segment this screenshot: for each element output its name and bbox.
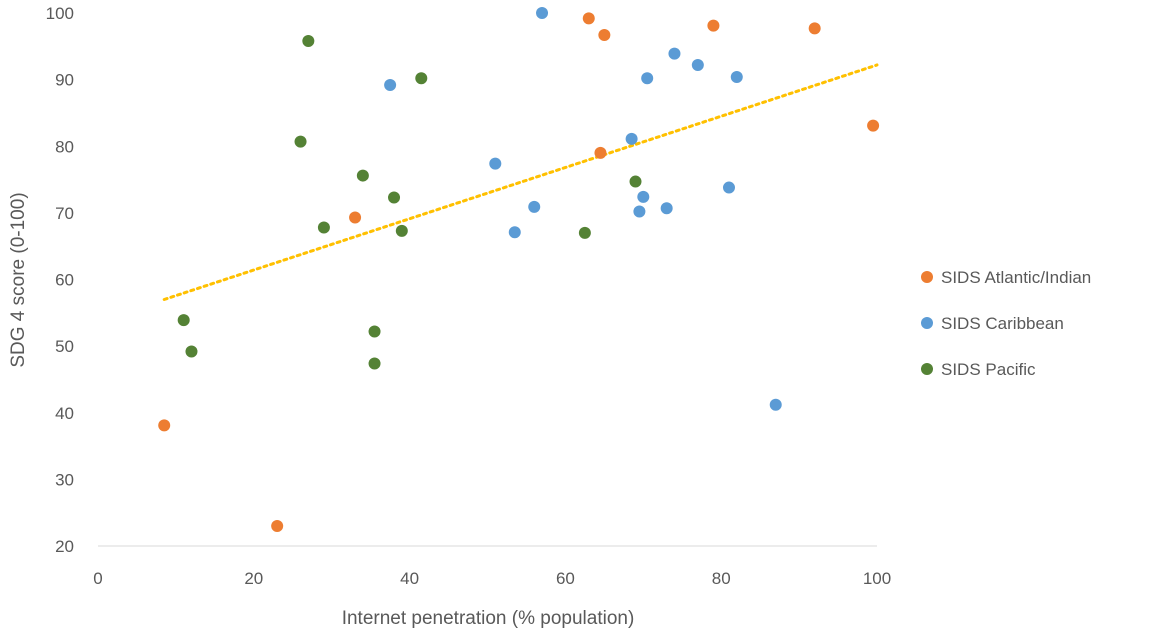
point-sids-atlantic-indian bbox=[271, 520, 284, 533]
point-sids-pacific bbox=[185, 345, 198, 358]
point-sids-caribbean bbox=[633, 205, 646, 218]
point-sids-pacific bbox=[368, 325, 381, 338]
point-sids-pacific bbox=[356, 169, 369, 182]
point-sids-pacific bbox=[317, 221, 330, 234]
point-sids-pacific bbox=[302, 34, 315, 47]
point-sids-atlantic-indian bbox=[158, 419, 171, 432]
point-sids-atlantic-indian bbox=[594, 146, 607, 159]
point-sids-caribbean bbox=[489, 157, 502, 170]
y-axis-ticks: 20 30 40 50 60 70 80 90 100 bbox=[46, 4, 74, 556]
point-sids-pacific bbox=[177, 314, 190, 327]
trendline-group bbox=[162, 63, 879, 301]
point-sids-caribbean bbox=[691, 58, 704, 71]
y-tick-label: 80 bbox=[55, 137, 74, 156]
legend-marker bbox=[921, 317, 933, 329]
x-axis-title: Internet penetration (% population) bbox=[342, 608, 635, 629]
y-tick-label: 70 bbox=[55, 204, 74, 223]
point-sids-caribbean bbox=[536, 7, 549, 19]
x-axis-ticks: 0 20 40 60 80 100 bbox=[93, 569, 891, 588]
y-tick-label: 60 bbox=[55, 271, 74, 290]
point-sids-pacific bbox=[578, 226, 591, 239]
point-sids-caribbean bbox=[730, 70, 743, 83]
y-tick-label: 40 bbox=[55, 404, 74, 423]
point-sids-caribbean bbox=[625, 132, 638, 145]
point-sids-pacific bbox=[294, 135, 307, 148]
legend: SIDS Atlantic/Indian SIDS Caribbean SIDS P… bbox=[921, 268, 1091, 379]
point-sids-atlantic-indian bbox=[707, 19, 720, 32]
point-sids-pacific bbox=[395, 224, 408, 237]
y-tick-label: 90 bbox=[55, 71, 74, 90]
point-sids-caribbean bbox=[722, 181, 735, 194]
point-sids-pacific bbox=[368, 357, 381, 370]
legend-label: SIDS Caribbean bbox=[941, 314, 1064, 333]
y-axis-title: SDG 4 score (0-100) bbox=[8, 192, 29, 367]
x-tick-label: 0 bbox=[93, 569, 102, 588]
point-sids-pacific bbox=[415, 72, 428, 85]
x-tick-label: 40 bbox=[400, 569, 419, 588]
point-sids-caribbean bbox=[668, 47, 681, 60]
point-sids-caribbean bbox=[660, 202, 673, 215]
point-sids-atlantic-indian bbox=[582, 12, 595, 25]
x-tick-label: 80 bbox=[712, 569, 731, 588]
legend-marker bbox=[921, 271, 933, 283]
trendline bbox=[162, 63, 879, 301]
y-tick-label: 30 bbox=[55, 470, 74, 489]
y-tick-label: 50 bbox=[55, 337, 74, 356]
x-tick-label: 60 bbox=[556, 569, 575, 588]
legend-marker bbox=[921, 363, 933, 375]
point-sids-atlantic-indian bbox=[349, 211, 362, 224]
x-tick-label: 20 bbox=[244, 569, 263, 588]
point-sids-atlantic-indian bbox=[867, 119, 880, 132]
point-sids-caribbean bbox=[769, 398, 782, 411]
point-sids-atlantic-indian bbox=[808, 22, 821, 35]
y-tick-label: 20 bbox=[55, 537, 74, 556]
legend-label: SIDS Atlantic/Indian bbox=[941, 268, 1091, 287]
point-sids-caribbean bbox=[637, 190, 650, 203]
point-sids-pacific bbox=[388, 191, 401, 204]
y-tick-label: 100 bbox=[46, 4, 74, 23]
point-sids-caribbean bbox=[641, 72, 654, 85]
point-sids-pacific bbox=[629, 175, 642, 188]
point-sids-caribbean bbox=[508, 226, 521, 239]
point-sids-caribbean bbox=[528, 200, 541, 213]
x-tick-label: 100 bbox=[863, 569, 891, 588]
data-points bbox=[158, 7, 880, 533]
point-sids-atlantic-indian bbox=[598, 28, 611, 41]
legend-label: SIDS Pacific bbox=[941, 360, 1036, 379]
point-sids-caribbean bbox=[384, 78, 397, 91]
